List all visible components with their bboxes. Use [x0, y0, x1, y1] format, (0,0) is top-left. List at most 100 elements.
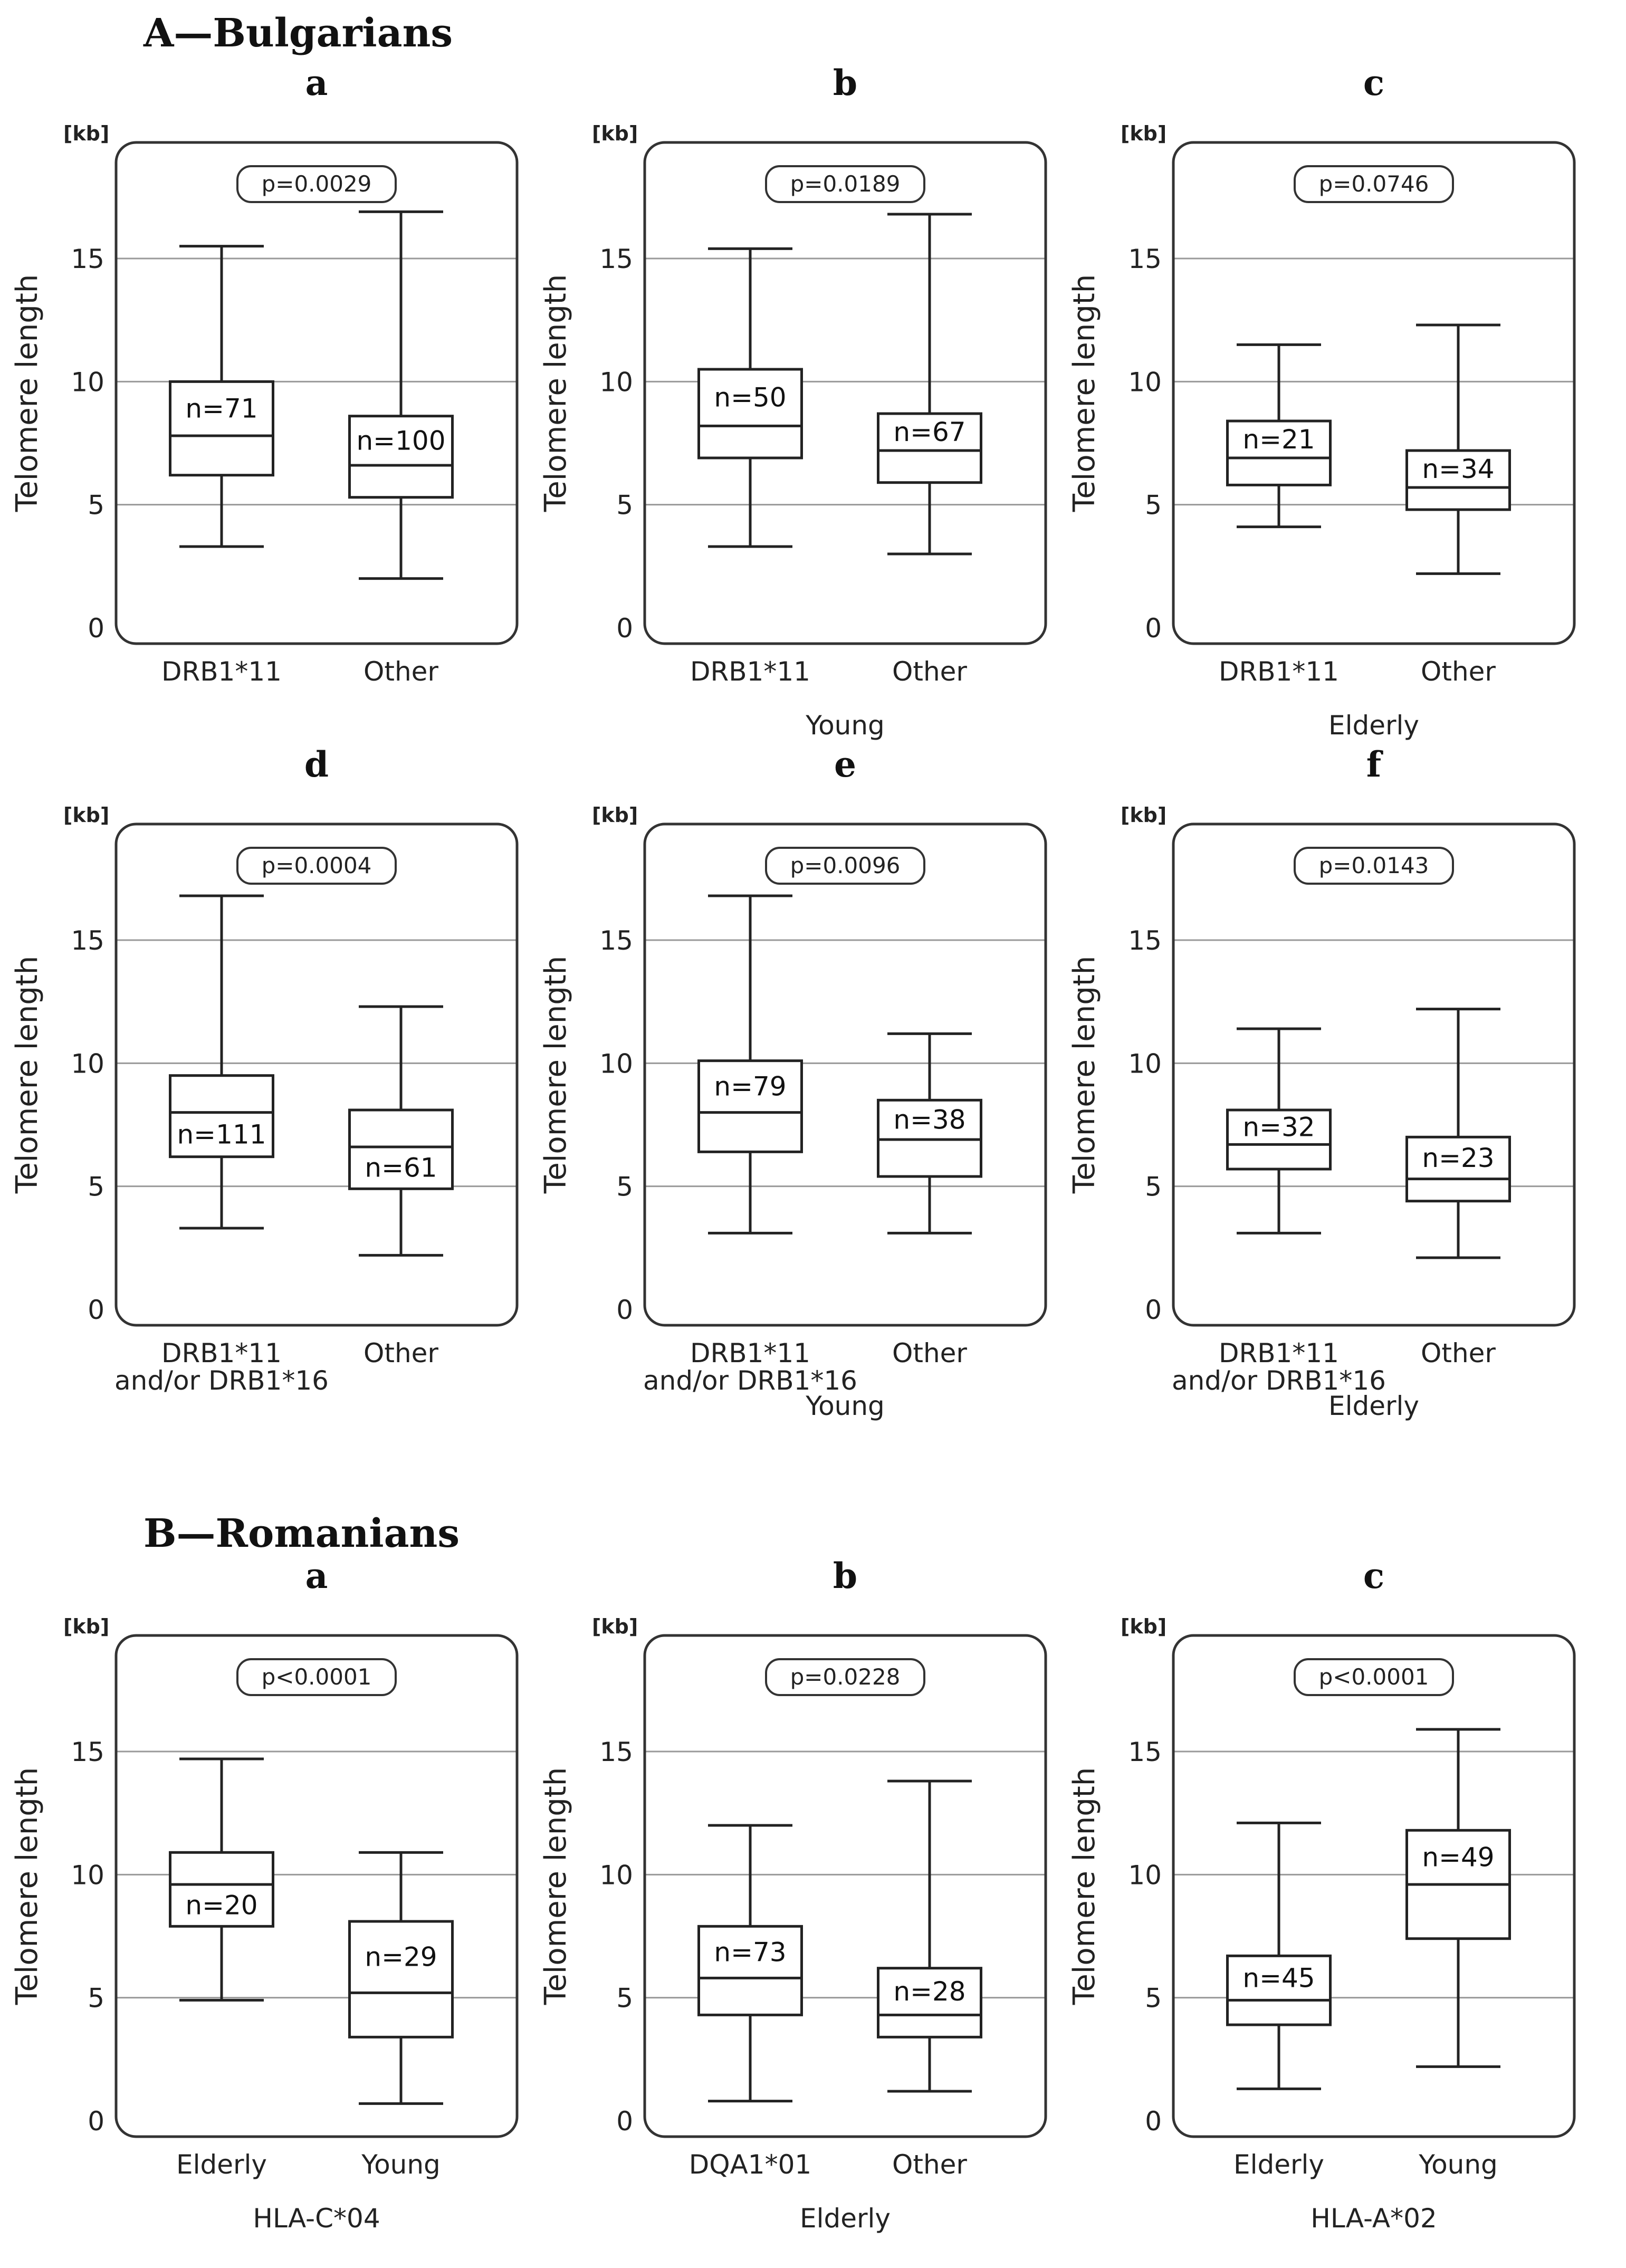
section-title-romanians: B—Romanians [144, 1511, 460, 1556]
y-tick-label: 10 [599, 1048, 633, 1079]
y-axis-label: Telomere length [539, 1767, 573, 2006]
y-tick-label: 15 [1128, 244, 1162, 274]
category-label: Other [892, 656, 967, 687]
box-second: n=49 [1405, 1728, 1511, 2068]
category-label: Young [361, 2149, 441, 2180]
panel-subtitle: Elderly [1328, 710, 1419, 741]
y-tick-label: 10 [71, 1048, 104, 1079]
y-tick-label: 5 [616, 1983, 633, 2014]
y-tick-label: 15 [71, 1737, 104, 1767]
n-label: n=34 [1422, 454, 1494, 484]
y-tick-label: 0 [1145, 1295, 1162, 1325]
p-value-box [765, 1658, 925, 1696]
n-label: n=32 [1242, 1112, 1315, 1143]
box-second: n=67 [877, 213, 982, 556]
n-label: n=28 [893, 1976, 965, 2007]
y-tick-label: 5 [1145, 490, 1162, 521]
iqr-box [1226, 419, 1332, 486]
n-label: n=100 [356, 425, 445, 456]
panel-letter: b [833, 62, 857, 103]
panel-romanians-a: a [kb] Telomere length 0 5 10 15 p<0.0001 n=20 El… [10, 1555, 519, 2234]
box-second: n=38 [877, 1032, 982, 1235]
y-axis-label: Telomere length [10, 274, 44, 513]
panel-letter: c [1363, 62, 1384, 103]
unit-label: [kb] [592, 122, 638, 145]
y-tick-label: 15 [1128, 1737, 1162, 1767]
box-second: n=34 [1405, 323, 1511, 575]
panel-bulgarians-a: a [kb] Telomere length 0 5 10 15 p=0.0029 n=71 DR… [10, 62, 519, 687]
p-value-box [765, 165, 925, 203]
y-tick-label: 10 [1128, 1048, 1162, 1079]
unit-label: [kb] [1121, 1615, 1166, 1638]
panel-letter: f [1366, 744, 1383, 785]
box-first: n=20 [169, 1757, 274, 2002]
unit-label: [kb] [1121, 803, 1166, 827]
p-value: p=0.0096 [790, 853, 901, 878]
box-first: n=45 [1226, 1821, 1332, 2090]
iqr-box [348, 1920, 454, 2039]
y-tick-label: 0 [88, 2106, 104, 2137]
p-value: p<0.0001 [262, 1664, 372, 1690]
n-label: n=38 [893, 1105, 965, 1135]
p-value: p=0.0746 [1319, 171, 1429, 197]
panel-bulgarians-c: c [kb] Telomere length 0 5 10 15 p=0.0746 n=21 DR… [1067, 62, 1576, 741]
y-axis-label: Telomere length [1067, 274, 1102, 513]
y-axis-label: Telomere length [539, 956, 573, 1194]
iqr-box [877, 1967, 982, 2039]
y-tick-label: 0 [1145, 2106, 1162, 2137]
y-axis-label: Telomere length [10, 1767, 44, 2006]
category-label: Other [1421, 1338, 1496, 1369]
panel-letter: a [305, 62, 328, 103]
category-label: DRB1*11 [690, 656, 810, 687]
panel-bulgarians-b: b [kb] Telomere length 0 5 10 15 p=0.0189 n=50 DR… [539, 62, 1047, 741]
n-label: n=79 [714, 1071, 786, 1102]
y-tick-label: 0 [616, 613, 633, 644]
y-axis-label: Telomere length [1067, 956, 1102, 1194]
box-second: n=23 [1405, 1008, 1511, 1259]
panel-subtitle: Young [805, 710, 885, 741]
p-value: p=0.0228 [790, 1664, 901, 1690]
category-label: Elderly [176, 2149, 267, 2180]
plot-frame [114, 1634, 519, 2138]
y-axis-label: Telomere length [1067, 1767, 1102, 2006]
y-axis-label: Telomere length [539, 274, 573, 513]
y-tick-label: 0 [1145, 613, 1162, 644]
n-label: n=111 [177, 1119, 266, 1150]
unit-label: [kb] [63, 122, 109, 145]
category-label: DRB1*11 [161, 656, 282, 687]
panel-subtitle: HLA-C*04 [253, 2203, 380, 2234]
y-tick-label: 0 [88, 613, 104, 644]
p-value-box [1294, 165, 1454, 203]
unit-label: [kb] [1121, 122, 1166, 145]
box-first: n=71 [169, 245, 274, 548]
n-label: n=50 [714, 382, 786, 413]
unit-label: [kb] [592, 803, 638, 827]
category-label: Other [1421, 656, 1496, 687]
plot-frame [114, 141, 519, 645]
box-second: n=100 [348, 210, 454, 580]
panel-bulgarians-f: f [kb] Telomere length 0 5 10 15 p=0.0143 n=32 DR… [1067, 744, 1576, 1421]
box-first: n=79 [697, 894, 803, 1235]
category-label: Other [364, 1338, 438, 1369]
y-tick-label: 5 [88, 490, 104, 521]
y-tick-label: 15 [1128, 925, 1162, 956]
y-tick-label: 15 [599, 925, 633, 956]
category-label: DRB1*11 and/or DRB1*16 [643, 1338, 857, 1396]
n-label: n=21 [1242, 424, 1315, 455]
n-label: n=23 [1422, 1143, 1494, 1173]
p-value-box [236, 165, 397, 203]
category-label: Other [892, 1338, 967, 1369]
y-tick-label: 10 [1128, 1860, 1162, 1890]
p-value: p=0.0143 [1319, 853, 1429, 878]
iqr-box [348, 415, 454, 499]
y-tick-label: 0 [616, 2106, 633, 2137]
category-label: DRB1*11 and/or DRB1*16 [114, 1338, 329, 1396]
plot-frame [114, 822, 519, 1327]
n-label: n=49 [1422, 1842, 1494, 1873]
panel-subtitle: Elderly [800, 2203, 891, 2234]
iqr-box [1226, 1108, 1332, 1171]
p-value-box [1294, 847, 1454, 885]
plot-frame [1172, 1634, 1576, 2138]
y-tick-label: 10 [71, 367, 104, 397]
